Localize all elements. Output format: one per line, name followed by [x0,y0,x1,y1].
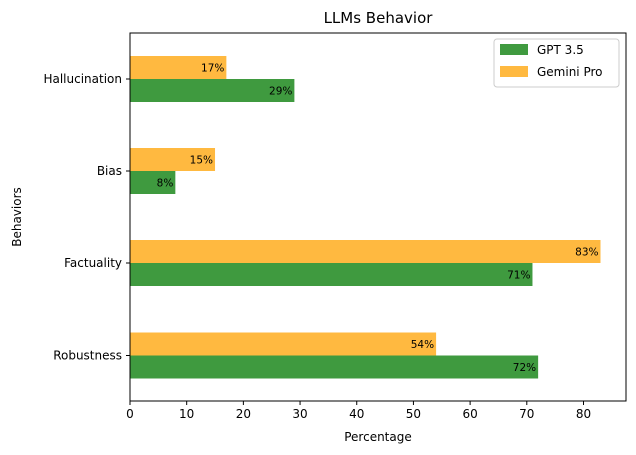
legend: GPT 3.5 Gemini Pro [493,38,620,88]
x-tick-label: 50 [406,407,421,421]
x-tick-label: 40 [349,407,364,421]
x-tick-label: 30 [292,407,307,421]
x-tick-label: 0 [126,407,134,421]
legend-swatch [500,44,528,55]
x-axis-label: Percentage [344,430,412,444]
y-tick-label: Bias [97,164,122,178]
legend-label: Gemini Pro [537,65,603,79]
data-label: 83% [575,247,598,259]
data-label: 8% [157,178,174,190]
bar-gpt35-robustness [130,355,539,379]
bar-gpt35-factuality [130,263,533,286]
bar-gpt35-bias [130,171,176,194]
data-label: 15% [190,155,213,167]
y-axis-label: Behaviors [10,187,24,247]
x-axis-ticks: 0 10 20 30 40 50 60 70 80 [126,401,591,421]
bar-geminipro-robustness [130,332,437,356]
y-tick-label: Robustness [53,349,122,363]
y-axis-ticks: Robustness Factuality Bias Hallucination [43,72,130,363]
bar-gpt35-hallucination [130,79,295,102]
x-tick-label: 60 [462,407,477,421]
y-tick-label: Hallucination [43,72,122,86]
data-label: 17% [201,63,224,75]
legend-swatch [500,66,528,77]
data-label: 54% [411,339,434,351]
x-tick-label: 80 [576,407,591,421]
data-label: 29% [269,86,292,98]
x-tick-label: 10 [179,407,194,421]
x-tick-label: 70 [519,407,534,421]
bar-geminipro-bias [130,148,216,171]
plot-area: 72% 71% 8% 29% 54% 83% 15% 17% [130,56,601,379]
bar-geminipro-factuality [130,240,601,263]
chart-title: LLMs Behavior [324,9,434,27]
data-label: 71% [507,270,530,282]
data-label: 72% [513,362,536,374]
bar-geminipro-hallucination [130,56,227,79]
y-tick-label: Factuality [64,256,122,270]
plot-frame [129,32,627,402]
x-tick-label: 20 [236,407,251,421]
legend-label: GPT 3.5 [537,43,584,57]
